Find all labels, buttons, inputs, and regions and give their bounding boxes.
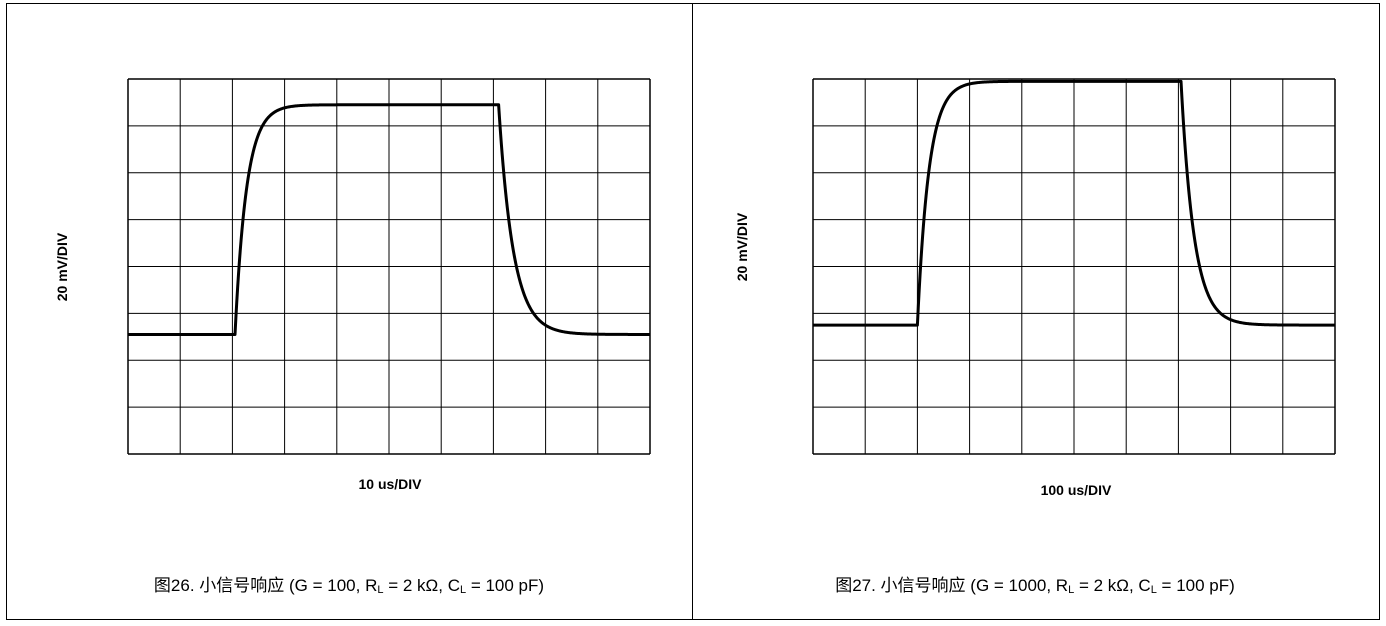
caption-text: = 2 kΩ, C — [383, 576, 460, 595]
y-axis-label: 20 mV/DIV — [54, 232, 70, 302]
oscilloscope-plot-26 — [127, 78, 651, 455]
caption-subscript: L — [459, 584, 467, 596]
figure-frame — [6, 3, 1380, 620]
caption-subscript: L — [377, 584, 384, 596]
caption-subscript: L — [1068, 584, 1075, 596]
panel-figure-26: 20 mV/DIV 10 us/DIV 图26. 小信号响应 (G = 100,… — [6, 3, 692, 620]
figure-caption: 图26. 小信号响应 (G = 100, RL = 2 kΩ, CL = 100… — [6, 571, 692, 596]
x-axis-label: 10 us/DIV — [358, 476, 422, 492]
caption-text: = 100 pF) — [1156, 576, 1235, 595]
panel-divider — [692, 3, 693, 620]
caption-text: 图27. 小信号响应 (G = 1000, R — [835, 576, 1069, 595]
signal-trace — [812, 79, 1336, 327]
y-axis-label: 20 mV/DIV — [734, 212, 750, 282]
caption-text: = 100 pF) — [466, 576, 545, 595]
caption-text: = 2 kΩ, C — [1074, 576, 1151, 595]
caption-text: 图26. 小信号响应 (G = 100, R — [153, 576, 378, 595]
oscilloscope-plot-27 — [812, 78, 1336, 455]
x-axis-label: 100 us/DIV — [1040, 482, 1112, 498]
caption-subscript: L — [1150, 584, 1157, 596]
panel-figure-27: 20 mV/DIV 100 us/DIV 图27. 小信号响应 (G = 100… — [692, 3, 1380, 620]
signal-trace — [127, 103, 651, 336]
figure-caption: 图27. 小信号响应 (G = 1000, RL = 2 kΩ, CL = 10… — [692, 571, 1378, 596]
